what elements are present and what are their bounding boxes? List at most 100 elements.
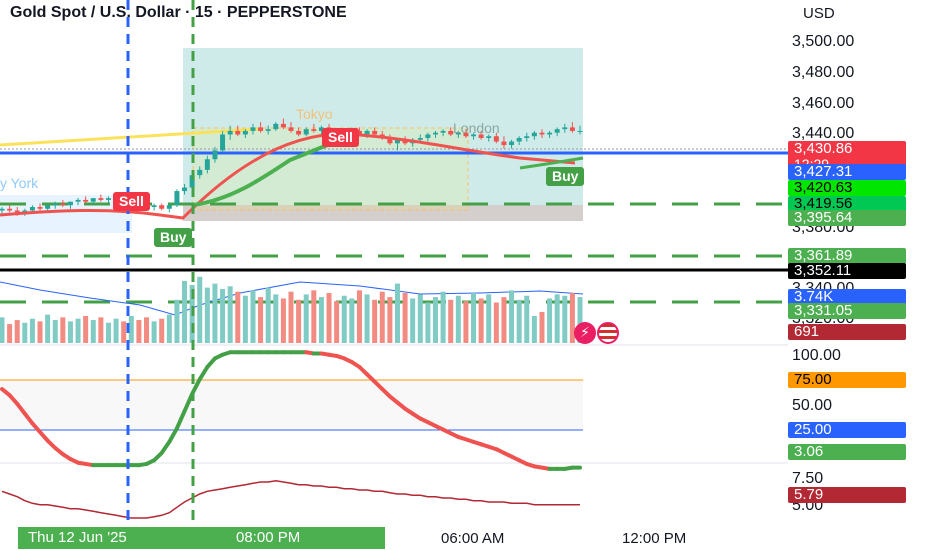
buy-signal-label[interactable]: Buy (546, 167, 585, 186)
candle-body[interactable] (227, 130, 233, 135)
trend-line (0, 127, 263, 147)
candle-body[interactable] (296, 130, 302, 135)
candle-body[interactable] (105, 198, 111, 200)
volume-bar (471, 293, 477, 343)
volume-bar (516, 299, 522, 343)
volume-bar (280, 298, 286, 343)
candle-body[interactable] (471, 134, 477, 137)
candle-body[interactable] (151, 205, 157, 207)
candle-body[interactable] (493, 136, 499, 142)
volume-bar (539, 311, 545, 343)
candle-body[interactable] (288, 127, 294, 131)
candle-body[interactable] (60, 203, 66, 206)
volume-bar (440, 291, 446, 343)
candle-body[interactable] (197, 169, 203, 176)
volume-bar (364, 294, 370, 343)
candle-body[interactable] (37, 207, 43, 209)
candle-body[interactable] (394, 139, 400, 144)
candle-body[interactable] (486, 136, 492, 138)
stoch-band-fill (0, 380, 583, 430)
candle-body[interactable] (509, 141, 515, 146)
candle-body[interactable] (250, 127, 256, 131)
volume-bar (159, 318, 165, 343)
candle-body[interactable] (0, 208, 5, 211)
currency-label[interactable]: USD (803, 5, 835, 22)
volume-bar (144, 317, 149, 343)
volume-bar (341, 295, 347, 343)
candle-body[interactable] (29, 207, 35, 211)
candle-body[interactable] (478, 134, 484, 138)
sell-signal-label[interactable]: Sell (322, 128, 359, 147)
volume-bar (174, 299, 180, 343)
candle-body[interactable] (524, 136, 530, 138)
candle-body[interactable] (204, 159, 210, 170)
buy-signal-label[interactable]: Buy (154, 228, 193, 247)
candle-body[interactable] (356, 130, 362, 135)
price-tick: 3,440.00 (792, 125, 855, 142)
candle-body[interactable] (562, 127, 568, 130)
lightning-icon[interactable]: ⚡ (574, 322, 596, 344)
candle-body[interactable] (182, 187, 188, 192)
candle-body[interactable] (554, 129, 560, 133)
candle-body[interactable] (45, 205, 51, 209)
candle-body[interactable] (67, 201, 73, 206)
candle-body[interactable] (52, 203, 58, 206)
candle-body[interactable] (311, 129, 317, 131)
volume-bar (98, 317, 104, 343)
candle-body[interactable] (448, 130, 454, 135)
candle-body[interactable] (189, 175, 195, 188)
candle-body[interactable] (303, 129, 309, 135)
candle-body[interactable] (212, 150, 218, 160)
candle-body[interactable] (166, 205, 172, 209)
candle-body[interactable] (75, 199, 81, 202)
volume-bar (0, 317, 5, 343)
candle-body[interactable] (14, 210, 20, 213)
candle-body[interactable] (22, 210, 28, 213)
volume-bars (0, 276, 583, 343)
candle-body[interactable] (455, 132, 461, 135)
us-flag-icon[interactable] (597, 322, 619, 344)
price-tag: 3,361.89 (788, 248, 906, 264)
volume-bar (204, 287, 210, 343)
candle-body[interactable] (425, 134, 431, 138)
candle-body[interactable] (547, 132, 553, 135)
candle-body[interactable] (83, 199, 89, 202)
candle-body[interactable] (98, 198, 104, 200)
candle-body[interactable] (531, 132, 537, 137)
candle-body[interactable] (220, 134, 226, 151)
volume-bar (425, 302, 431, 343)
price-tick: 3,480.00 (792, 64, 855, 81)
moving-average-green (192, 138, 341, 207)
candle-body[interactable] (318, 127, 324, 131)
candle-body[interactable] (90, 198, 96, 202)
candle-body[interactable] (242, 130, 248, 135)
candle-body[interactable] (569, 127, 575, 131)
candle-body[interactable] (539, 132, 545, 135)
candle-body[interactable] (501, 141, 507, 146)
sell-signal-label[interactable]: Sell (113, 192, 150, 211)
candle-body[interactable] (440, 130, 446, 133)
candle-body[interactable] (516, 138, 522, 142)
volume-bar (547, 298, 553, 343)
candle-body[interactable] (372, 130, 378, 135)
candle-body[interactable] (280, 123, 286, 128)
candle-body[interactable] (174, 191, 180, 206)
stoch-tick: 50.00 (792, 397, 833, 414)
candle-body[interactable] (258, 127, 264, 131)
candle-body[interactable] (387, 138, 393, 144)
candle-body[interactable] (577, 130, 583, 132)
candle-body[interactable] (265, 129, 271, 131)
stoch-segment (167, 426, 179, 444)
candle-body[interactable] (7, 208, 13, 211)
candle-body[interactable] (273, 123, 279, 130)
candle-body[interactable] (433, 132, 438, 135)
volume-bar (554, 294, 560, 343)
lower-indicator-line (1, 479, 580, 519)
candle-body[interactable] (463, 132, 469, 137)
last-price-value: 3,430.86 (794, 140, 853, 157)
candle-body[interactable] (364, 130, 370, 135)
candle-body[interactable] (235, 130, 241, 135)
candle-body[interactable] (159, 205, 165, 209)
candle-body[interactable] (417, 138, 423, 140)
